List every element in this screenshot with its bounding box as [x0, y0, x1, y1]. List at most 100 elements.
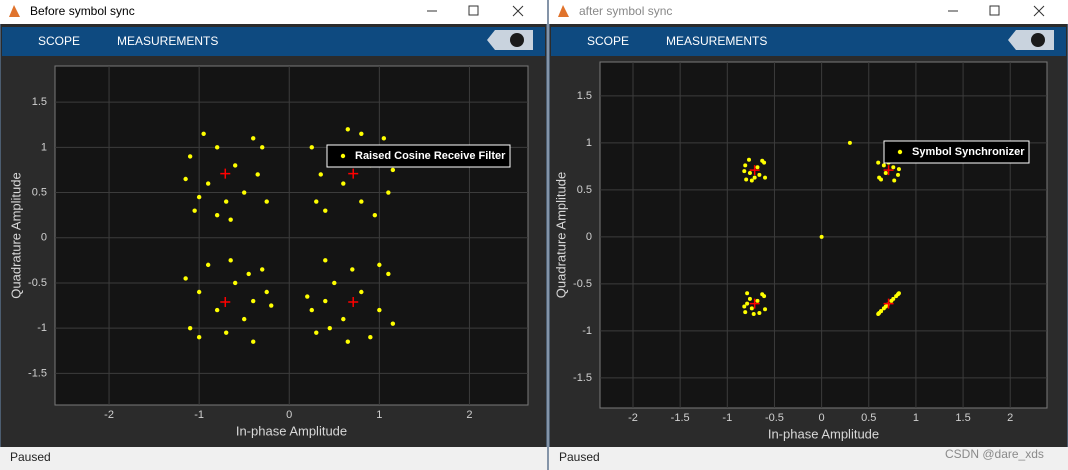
point: [749, 306, 754, 311]
point: [228, 217, 233, 222]
y-axis-label: Quadrature Amplitude: [553, 172, 568, 298]
point: [232, 163, 238, 168]
point: [196, 194, 202, 200]
x-tick-label: 1: [376, 409, 382, 421]
point: [251, 136, 256, 141]
point: [305, 294, 310, 299]
y-tick-label: 0.5: [577, 184, 592, 196]
point: [359, 289, 364, 295]
point: [332, 280, 337, 286]
x-tick-label: -2: [104, 409, 114, 421]
y-tick-label: 1: [586, 137, 592, 149]
point: [205, 262, 211, 268]
point: [264, 199, 269, 204]
point: [183, 176, 188, 182]
maximize-button[interactable]: [468, 5, 479, 16]
point: [762, 160, 767, 165]
point: [264, 289, 269, 295]
point: [232, 280, 238, 286]
point: [318, 172, 323, 177]
maximize-button[interactable]: [989, 5, 1000, 16]
point: [368, 335, 373, 340]
point: [372, 212, 378, 218]
point: [269, 303, 274, 308]
point: [747, 170, 752, 175]
point: [896, 167, 901, 172]
point: [201, 131, 206, 136]
point: [745, 301, 750, 306]
point: [881, 306, 886, 311]
y-tick-label: -1.5: [28, 367, 47, 379]
point: [323, 298, 328, 304]
point: [742, 304, 747, 309]
point: [747, 157, 751, 162]
x-tick-label: 2: [466, 409, 472, 421]
window-title: Before symbol sync: [30, 4, 135, 18]
point: [214, 145, 220, 150]
reference-point: [348, 168, 359, 179]
x-tick-label: 0: [819, 412, 825, 424]
point: [196, 335, 202, 340]
status-bar: [0, 447, 547, 470]
reference-point: [348, 296, 359, 307]
y-tick-label: -0.5: [28, 277, 47, 289]
point: [196, 289, 202, 295]
y-tick-label: -0.5: [573, 278, 592, 290]
point: [251, 298, 256, 304]
point: [255, 172, 260, 177]
y-tick-label: 1: [41, 141, 47, 153]
x-tick-label: -1: [722, 412, 732, 424]
title-bar: [0, 0, 547, 24]
point: [377, 262, 382, 268]
point: [743, 163, 748, 168]
tab[interactable]: MEASUREMENTS: [117, 34, 218, 48]
reference-point: [220, 296, 231, 307]
point: [894, 294, 899, 299]
point: [309, 307, 314, 313]
point: [747, 296, 752, 301]
point: [183, 276, 188, 281]
x-axis-label: In-phase Amplitude: [236, 423, 347, 438]
y-tick-label: 0: [586, 231, 592, 243]
point: [763, 175, 768, 180]
x-tick-label: 0.5: [861, 412, 876, 424]
point: [214, 212, 220, 218]
watermark: CSDN @dare_xds: [945, 447, 1044, 461]
point: [889, 298, 894, 303]
x-tick-label: -1: [194, 409, 204, 421]
tab[interactable]: SCOPE: [38, 34, 80, 48]
status: Paused: [559, 450, 600, 464]
point: [223, 330, 229, 335]
point: [760, 292, 765, 297]
reference-point: [883, 165, 894, 176]
point: [246, 271, 251, 277]
app-icon: [558, 5, 569, 17]
point: [819, 234, 824, 239]
point: [743, 310, 748, 315]
legend: [883, 140, 1030, 164]
x-tick-label: 1.5: [955, 412, 970, 424]
point: [314, 330, 319, 335]
point: [323, 258, 328, 263]
help-button[interactable]: [510, 33, 524, 47]
reference-point: [749, 298, 760, 309]
tab[interactable]: MEASUREMENTS: [666, 34, 767, 48]
point: [892, 178, 897, 183]
point: [260, 267, 265, 272]
close-button[interactable]: [512, 5, 524, 17]
point: [251, 339, 256, 344]
point: [390, 167, 396, 173]
tab[interactable]: SCOPE: [587, 34, 629, 48]
point: [323, 208, 328, 213]
help-button[interactable]: [1031, 33, 1045, 47]
reference-point: [749, 165, 760, 176]
legend-label: Symbol Synchronizer: [912, 146, 1025, 158]
point: [228, 258, 233, 263]
point: [749, 178, 754, 183]
close-button[interactable]: [1033, 5, 1045, 17]
point: [742, 169, 747, 174]
point: [390, 321, 396, 326]
point: [359, 131, 364, 136]
legend-label: Raised Cosine Receive Filter: [355, 150, 506, 162]
